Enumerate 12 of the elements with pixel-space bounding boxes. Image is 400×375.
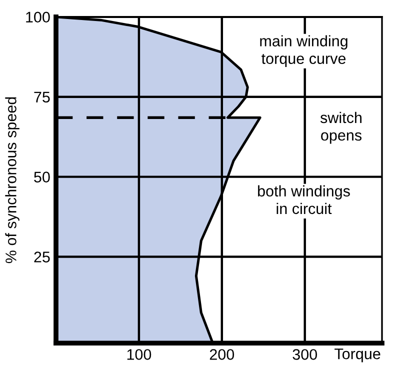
annotation: both windings in circuit	[258, 185, 350, 214]
y-tick-label: 100	[26, 12, 50, 23]
y-tick-label: 25	[34, 252, 50, 262]
annotation: main winding torque curve	[260, 35, 348, 68]
y-axis-title: % of synchronous speed	[5, 97, 20, 264]
x-tick-label: 200	[210, 349, 234, 360]
annotation: switch opens	[320, 112, 362, 144]
x-axis-title: Torque	[334, 348, 380, 362]
y-tick-label: 75	[34, 92, 50, 103]
x-tick-label: 100	[127, 349, 152, 360]
y-tick-label: 50	[34, 172, 50, 182]
x-tick-label: 300	[292, 349, 318, 360]
